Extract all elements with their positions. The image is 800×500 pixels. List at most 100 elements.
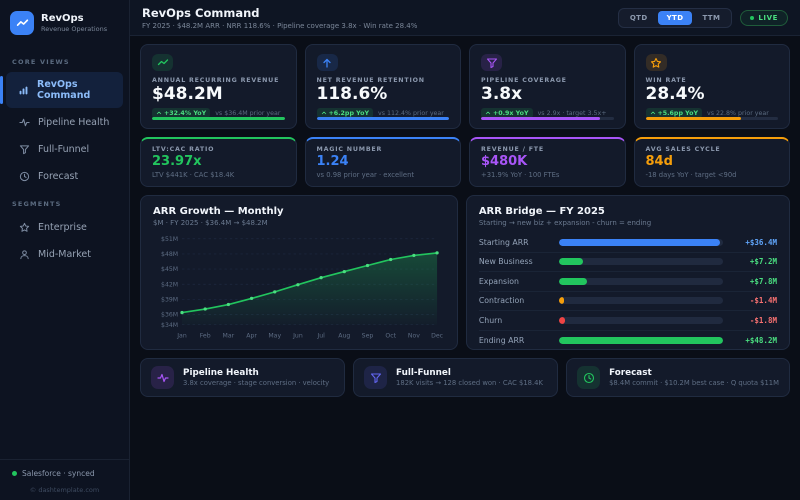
svg-text:Jan: Jan <box>176 332 187 339</box>
svg-text:Nov: Nov <box>408 332 420 339</box>
bridge-row-value: +$7.2M <box>749 257 777 267</box>
arr-bridge-subtitle: Starting → new biz + expansion - churn =… <box>478 219 652 227</box>
clock-icon <box>583 372 594 383</box>
shortcut-card-full-funnel[interactable]: Full-Funnel 182K visits → 128 closed won … <box>353 358 559 397</box>
svg-text:Oct: Oct <box>385 332 396 339</box>
metric-card-row: LTV:CAC RATIO 23.97x LTV $441K · CAC $18.4… <box>140 137 790 187</box>
kpi-badge-label: +6.2pp YoY <box>328 109 370 117</box>
live-label: LIVE <box>758 13 778 22</box>
funnel-icon <box>486 58 497 68</box>
svg-text:$36M: $36M <box>161 312 178 319</box>
activity-icon <box>18 118 30 126</box>
sidebar-item-label: Mid-Market <box>38 248 91 260</box>
sidebar-item-enterprise[interactable]: Enterprise <box>6 214 123 240</box>
metric-value: $480K <box>481 154 528 169</box>
kpi-card-pipeline-coverage: PIPELINE COVERAGE 3.8x +0.9x YoY vs 2.9x · … <box>469 44 626 129</box>
bridge-row-expansion: Expansion +$7.8M <box>478 272 777 292</box>
dashboard-content: ANNUAL RECURRING REVENUE $48.2M +32.4% YoY… <box>130 36 800 500</box>
bar-chart-icon <box>19 86 28 94</box>
arr-bridge-panel: ARR Bridge — FY 2025 Starting → new biz … <box>465 195 790 350</box>
page-title: RevOps Command <box>142 5 260 20</box>
bridge-bar-fill <box>558 258 584 266</box>
svg-text:Sep: Sep <box>362 332 374 339</box>
sidebar-item-full-funnel[interactable]: Full-Funnel <box>6 136 123 162</box>
kpi-compare-label: vs $36.4M prior year <box>215 109 281 117</box>
page-subtitle: FY 2025 · $48.2M ARR · NRR 118.6% · Pipe… <box>142 21 418 30</box>
arr-growth-title: ARR Growth — Monthly <box>153 206 284 217</box>
bridge-bar-fill <box>558 316 566 324</box>
bridge-bar-fill <box>558 277 587 285</box>
charts-row: ARR Growth — Monthly $M · FY 2025 · $36.… <box>140 195 790 350</box>
arr-growth-subtitle: $M · FY 2025 · $36.4M → $48.2M <box>153 219 268 227</box>
bridge-bar-track <box>558 336 723 344</box>
svg-text:Jun: Jun <box>292 332 303 339</box>
kpi-value: 28.4% <box>645 84 705 105</box>
shortcut-card-forecast[interactable]: Forecast $8.4M commit · $10.2M best case … <box>566 358 790 397</box>
live-button[interactable]: LIVE <box>740 9 788 26</box>
live-dot-icon <box>750 15 755 20</box>
metric-card-avg-sales-cycle: AVG SALES CYCLE 84d -18 days YoY · target … <box>633 137 790 187</box>
shortcut-sub: $8.4M commit · $10.2M best case · Q quot… <box>609 379 779 387</box>
sync-status-dot-icon <box>12 471 17 476</box>
kpi-progress-fill <box>481 117 601 120</box>
trend-line-icon <box>157 59 168 65</box>
kpi-label: PIPELINE COVERAGE <box>481 77 567 85</box>
sidebar-item-label: Enterprise <box>38 221 87 233</box>
sidebar-item-mid-market[interactable]: Mid-Market <box>6 241 123 267</box>
range-button-ttm[interactable]: TTM <box>693 11 729 25</box>
sidebar-item-label: RevOps Command <box>37 79 91 101</box>
shortcut-sub: 182K visits → 128 closed won · CAC $18.4… <box>396 379 543 387</box>
svg-text:$34M: $34M <box>161 322 178 329</box>
sidebar-item-pipeline-health[interactable]: Pipeline Health <box>6 109 123 135</box>
bridge-row-new-business: New Business +$7.2M <box>478 253 777 272</box>
sidebar-item-forecast[interactable]: Forecast <box>6 163 123 189</box>
bridge-row-label: Contraction <box>478 296 525 306</box>
kpi-card-annual-recurring-revenue: ANNUAL RECURRING REVENUE $48.2M +32.4% YoY… <box>140 44 297 129</box>
bridge-bar-fill <box>558 297 564 305</box>
trend-up-icon <box>321 111 326 115</box>
bridge-row-churn: Churn -$1.8M <box>478 311 777 331</box>
sidebar-item-revops-command[interactable]: RevOps Command <box>0 72 123 108</box>
shortcut-card-row: Pipeline Health 3.8x coverage · stage con… <box>140 358 790 397</box>
range-button-ytd[interactable]: YTD <box>657 10 693 25</box>
activity-icon <box>156 373 169 382</box>
sync-status: Salesforce · synced <box>12 469 117 478</box>
shortcut-card-pipeline-health[interactable]: Pipeline Health 3.8x coverage · stage con… <box>140 358 346 397</box>
nav-section-label: CORE VIEWS <box>12 58 70 66</box>
bridge-row-value: -$1.8M <box>749 315 777 325</box>
bridge-row-starting-arr: Starting ARR +$36.4M <box>478 233 777 253</box>
svg-text:Apr: Apr <box>246 332 257 339</box>
kpi-progress-track <box>316 117 449 120</box>
bridge-row-label: Expansion <box>478 276 519 286</box>
bridge-row-contraction: Contraction -$1.4M <box>478 292 777 311</box>
kpi-value: 118.6% <box>316 84 388 105</box>
metric-value: 84d <box>645 154 673 169</box>
svg-text:$42M: $42M <box>161 281 178 288</box>
kpi-icon-wrap <box>481 54 502 72</box>
shortcut-title: Full-Funnel <box>396 368 451 378</box>
kpi-value: 3.8x <box>481 84 523 105</box>
arr-growth-line-chart: $34M $36M $39M $42M $45M $48M $51M Jan Feb Mar Apr… <box>153 231 445 348</box>
arrow-up-icon <box>323 58 331 68</box>
svg-text:$51M: $51M <box>161 236 178 243</box>
kpi-compare-label: vs 2.9x · target 3.5x+ <box>537 109 607 117</box>
bridge-bar-track <box>558 316 723 324</box>
shortcut-title: Forecast <box>609 368 652 378</box>
sync-status-label: Salesforce · synced <box>22 469 95 478</box>
kpi-card-row: ANNUAL RECURRING REVENUE $48.2M +32.4% YoY… <box>140 44 790 129</box>
app-logo: RevOps Revenue Operations <box>0 0 129 48</box>
range-button-qtd[interactable]: QTD <box>621 11 657 25</box>
bridge-row-ending-arr: Ending ARR +$48.2M <box>479 331 777 350</box>
funnel-icon <box>19 144 29 154</box>
svg-text:$48M: $48M <box>161 251 178 258</box>
trend-up-icon <box>485 111 491 115</box>
kpi-card-win-rate: WIN RATE 28.4% +5.6pp YoY vs 22.8% prior ye… <box>633 44 790 129</box>
metric-label: MAGIC NUMBER <box>316 146 383 153</box>
metric-sub: vs 0.98 prior year · excellent <box>316 170 415 179</box>
kpi-progress-fill <box>316 117 449 120</box>
kpi-compare-label: vs 22.8% prior year <box>707 109 769 117</box>
metric-card-revenue-fte: REVENUE / FTE $480K +31.9% YoY · 100 FTEs <box>469 137 626 187</box>
bridge-bar-track <box>558 277 723 285</box>
logo-trend-icon <box>10 11 34 35</box>
svg-text:Feb: Feb <box>200 332 211 339</box>
